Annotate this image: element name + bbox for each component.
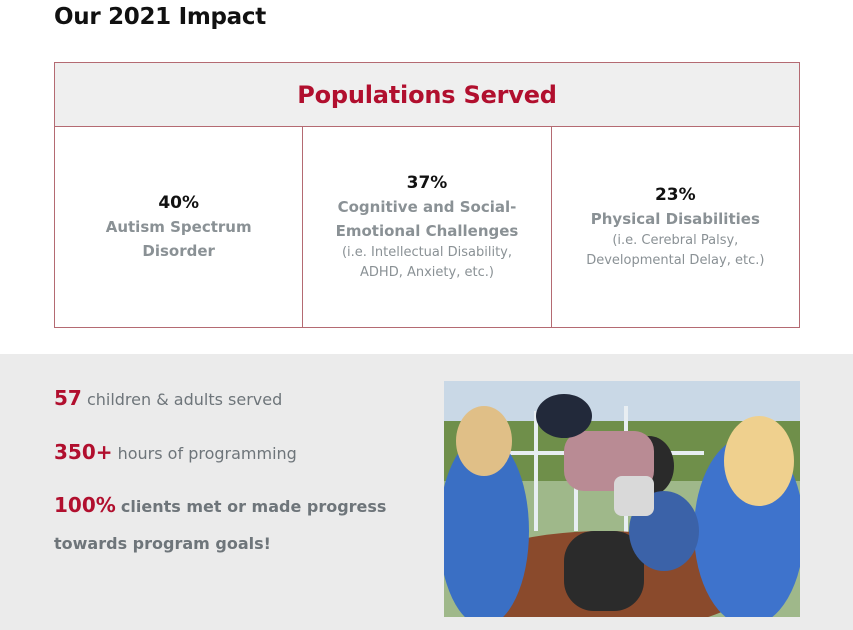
population-note: (i.e. Intellectual Disability, ADHD, Anx… xyxy=(341,245,513,280)
stat-text-continuation: towards program goals! xyxy=(54,534,271,553)
population-percent: 37% xyxy=(406,173,448,193)
population-label: Autism Spectrum Disorder xyxy=(105,218,252,260)
populations-cells: 40% Autism Spectrum Disorder 37% Cogniti… xyxy=(55,127,799,327)
population-cell-cognitive: 37% Cognitive and Social-Emotional Chall… xyxy=(303,127,552,327)
population-label: Physical Disabilities xyxy=(590,210,760,228)
page-title: Our 2021 Impact xyxy=(54,4,266,30)
stat-progress: 100% clients met or made progress xyxy=(54,493,386,517)
therapy-riding-photo xyxy=(444,381,800,617)
stat-text: children & adults served xyxy=(86,390,283,409)
populations-header-label: Populations Served xyxy=(297,80,557,109)
populations-header: Populations Served xyxy=(55,63,799,127)
population-percent: 23% xyxy=(654,185,696,205)
stat-number: 350+ xyxy=(54,440,113,464)
stat-clients-served: 57 children & adults served xyxy=(54,386,282,410)
population-cell-autism: 40% Autism Spectrum Disorder xyxy=(55,127,304,327)
population-label: Cognitive and Social-Emotional Challenge… xyxy=(335,198,519,240)
stat-text: clients met or made progress xyxy=(120,497,387,516)
stat-hours: 350+ hours of programming xyxy=(54,440,297,464)
therapy-riding-photo-illustration xyxy=(444,381,800,617)
population-cell-physical: 23% Physical Disabilities (i.e. Cerebral… xyxy=(552,127,799,327)
population-percent: 40% xyxy=(158,193,200,213)
stat-text: hours of programming xyxy=(117,444,297,463)
stat-progress-continuation: towards program goals! xyxy=(54,534,271,553)
stat-number: 100% xyxy=(54,493,116,517)
populations-table: Populations Served 40% Autism Spectrum D… xyxy=(54,62,800,328)
stat-number: 57 xyxy=(54,386,82,410)
population-note: (i.e. Cerebral Palsy, Developmental Dela… xyxy=(586,233,765,268)
stats-band: 57 children & adults served 350+ hours o… xyxy=(0,354,853,630)
